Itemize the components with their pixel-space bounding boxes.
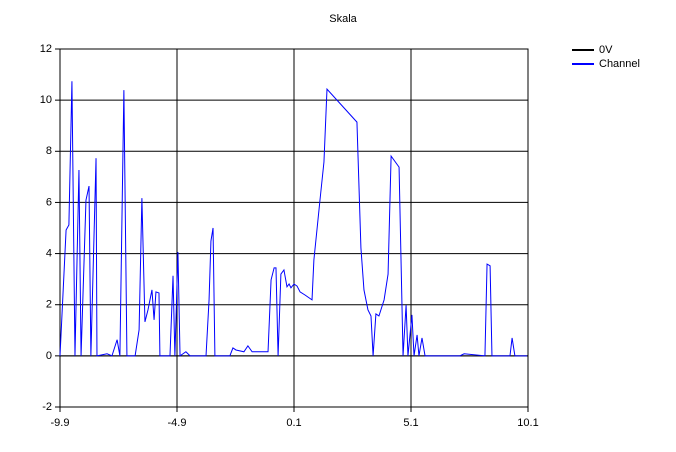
chart-title: Skala xyxy=(329,13,357,25)
legend-label: 0V xyxy=(599,44,613,56)
plot-border xyxy=(59,48,529,408)
y-tick-label: 0 xyxy=(46,350,52,362)
y-tick-label: 10 xyxy=(40,94,52,106)
legend-label: Channel xyxy=(599,58,640,70)
y-tick-label: 2 xyxy=(46,299,52,311)
y-tick-label: 4 xyxy=(46,247,52,259)
x-tick-label: 0.1 xyxy=(286,417,301,429)
series-line xyxy=(59,81,528,357)
y-tick-label: -2 xyxy=(42,401,52,413)
x-tick-label: -9.9 xyxy=(51,417,70,429)
y-tick-label: 8 xyxy=(46,145,52,157)
x-tick-label: 5.1 xyxy=(403,417,418,429)
y-tick-label: 12 xyxy=(40,43,52,55)
x-tick-label: -4.9 xyxy=(168,417,187,429)
x-tick-label: 10.1 xyxy=(517,417,538,429)
y-tick-label: 6 xyxy=(46,196,52,208)
